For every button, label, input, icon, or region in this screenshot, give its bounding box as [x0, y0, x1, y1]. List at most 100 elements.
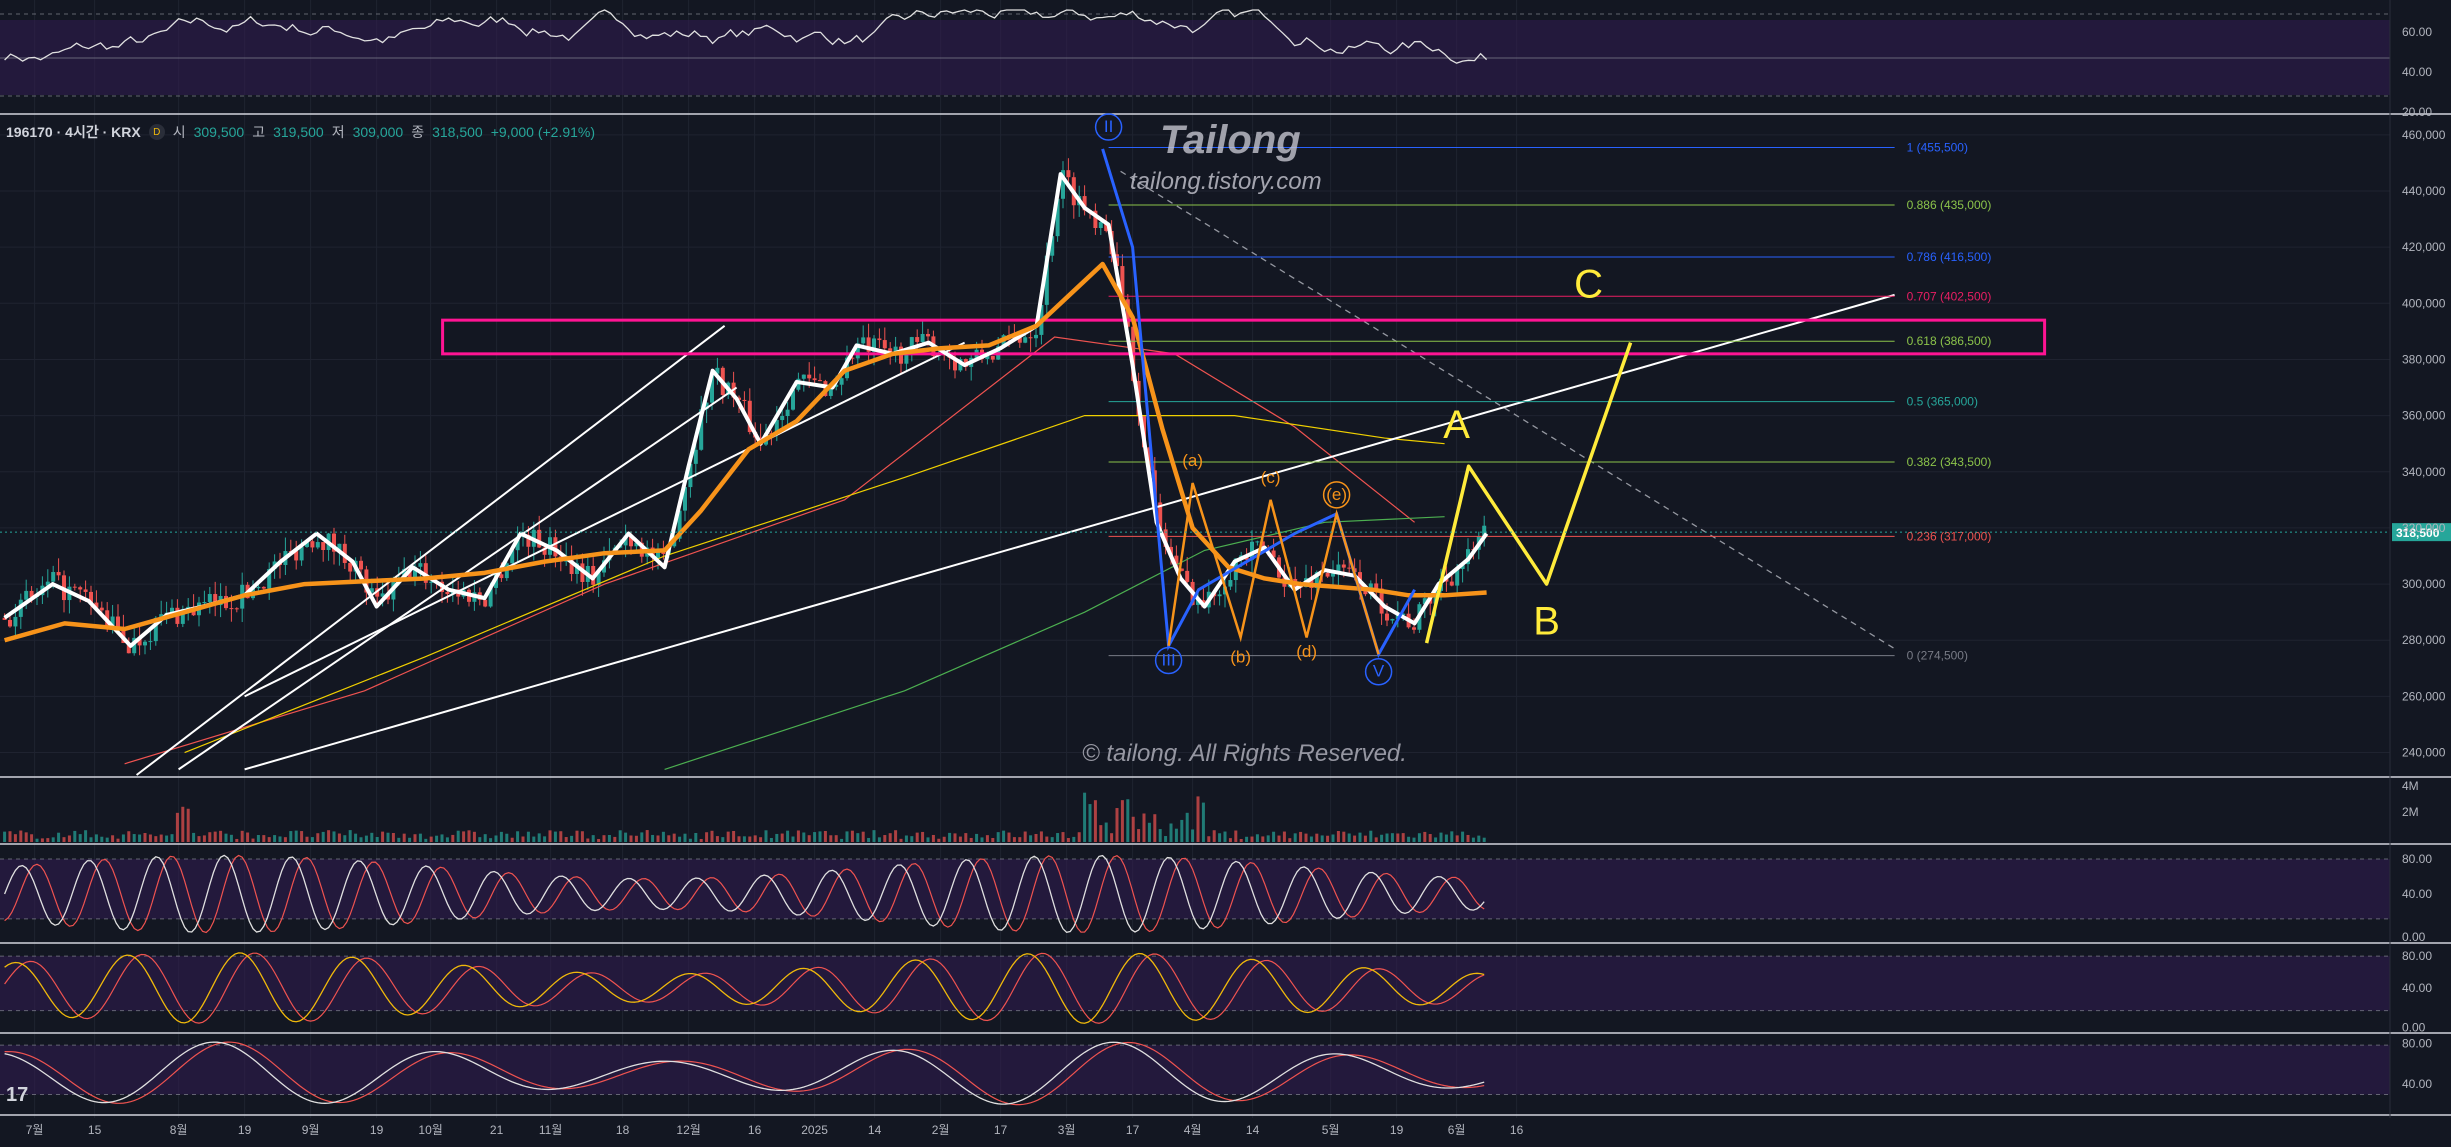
candle: [855, 337, 860, 367]
candle-body: [126, 643, 131, 654]
candle-body: [1196, 600, 1200, 605]
volume-bar: [661, 831, 665, 842]
volume-bar: [867, 837, 871, 842]
osc-band: [0, 859, 2390, 919]
volume-bar: [823, 830, 827, 842]
volume-bar: [1158, 829, 1162, 842]
candle: [294, 540, 299, 570]
volume-bar: [1471, 837, 1475, 842]
candle: [1196, 590, 1200, 614]
wave-label-circle: [1322, 481, 1351, 509]
fib-level-label: 0.382 (343,500): [1907, 455, 1992, 469]
candle-body: [1185, 570, 1190, 582]
volume-bar: [46, 838, 50, 842]
close-value: 318,500: [432, 124, 483, 140]
time-axis-tick: 2025: [801, 1123, 828, 1137]
candle-body: [715, 367, 720, 374]
volume-bar: [499, 831, 503, 842]
candle: [267, 562, 272, 600]
candle-body: [774, 420, 779, 434]
osc-tick: 0.00: [2402, 1020, 2426, 1034]
wave-label: III: [1162, 651, 1176, 670]
volume-bar: [1201, 802, 1205, 842]
candle-body: [99, 607, 104, 611]
volume-bar: [391, 832, 395, 842]
timeframe-badge[interactable]: D: [148, 124, 165, 140]
volume-bar: [921, 831, 925, 842]
tradingview-logo-icon[interactable]: 17: [6, 1084, 29, 1106]
ma-orange-line: [3, 261, 1487, 643]
candle-body: [1271, 550, 1276, 558]
time-axis-tick: 14: [868, 1123, 882, 1137]
time-axis-tick: 17: [994, 1123, 1008, 1137]
volume-bar: [931, 834, 935, 842]
symbol-name[interactable]: 196170 · 4시간 · KRX: [6, 124, 141, 140]
candle: [143, 640, 147, 655]
candle-body: [747, 400, 752, 433]
fib-level-label: 0 (274,500): [1907, 649, 1968, 663]
volume-bar: [397, 837, 401, 842]
volume-bar: [553, 831, 557, 842]
candle-body: [882, 340, 887, 349]
volume-bar: [1347, 833, 1351, 842]
trend-line-dashed: [1120, 170, 1895, 650]
volume-bar: [1191, 829, 1195, 842]
volume-bar: [192, 832, 196, 842]
time-axis-tick: 10월: [418, 1123, 442, 1137]
volume-bar: [3, 831, 7, 842]
candle-body: [267, 569, 272, 589]
candle-body: [866, 337, 871, 352]
candle-body: [861, 337, 866, 344]
last-price-marker: [2392, 523, 2451, 542]
candle-body: [785, 409, 790, 417]
volume-bar: [251, 838, 255, 842]
candle-body: [229, 608, 234, 610]
volume-bar: [354, 833, 358, 842]
candle: [1034, 327, 1038, 348]
time-axis-tick: 18: [616, 1123, 630, 1137]
volume-bar: [1093, 800, 1097, 842]
candle: [78, 585, 83, 603]
volume-bar: [829, 835, 833, 842]
volume-bar: [958, 836, 962, 842]
volume-bar: [456, 830, 460, 842]
candle-body: [834, 384, 839, 387]
candle-body: [148, 641, 153, 643]
volume-bar: [570, 835, 574, 842]
trend-line-0: [135, 324, 726, 776]
volume-bar: [624, 832, 628, 842]
candle-body: [1098, 222, 1103, 229]
volume-bar: [1174, 828, 1178, 842]
candle: [72, 583, 77, 591]
open-value: 309,500: [193, 124, 245, 140]
candle-body: [315, 542, 320, 548]
candle-body: [423, 563, 428, 583]
candle-body: [337, 543, 342, 552]
candle-body: [153, 617, 158, 642]
volume-bar: [300, 831, 304, 842]
volume-bar: [202, 835, 206, 842]
candle-body: [83, 589, 88, 592]
oscillator-panel-3: [0, 1041, 2451, 1116]
price-axis-tick: 340,000: [2402, 465, 2446, 479]
volume-bar: [1153, 814, 1157, 842]
fib-level-label: 1 (455,500): [1907, 140, 1968, 154]
volume-bar: [510, 837, 514, 842]
last-price-label: 318,500: [2396, 526, 2440, 540]
candle-body: [51, 572, 56, 582]
volume-bar: [1390, 833, 1394, 842]
candle-body: [1044, 255, 1049, 305]
candle-body: [677, 510, 682, 539]
candle: [715, 357, 720, 385]
candle-body: [89, 591, 93, 603]
candle: [704, 402, 709, 424]
volume-bar: [170, 834, 174, 842]
candle: [234, 607, 239, 613]
candle-body: [29, 590, 34, 597]
volume-bar: [1255, 834, 1259, 842]
candle-body: [1314, 572, 1319, 588]
fib-level-label: 0.886 (435,000): [1907, 198, 1992, 212]
wave-label: (d): [1296, 642, 1317, 661]
